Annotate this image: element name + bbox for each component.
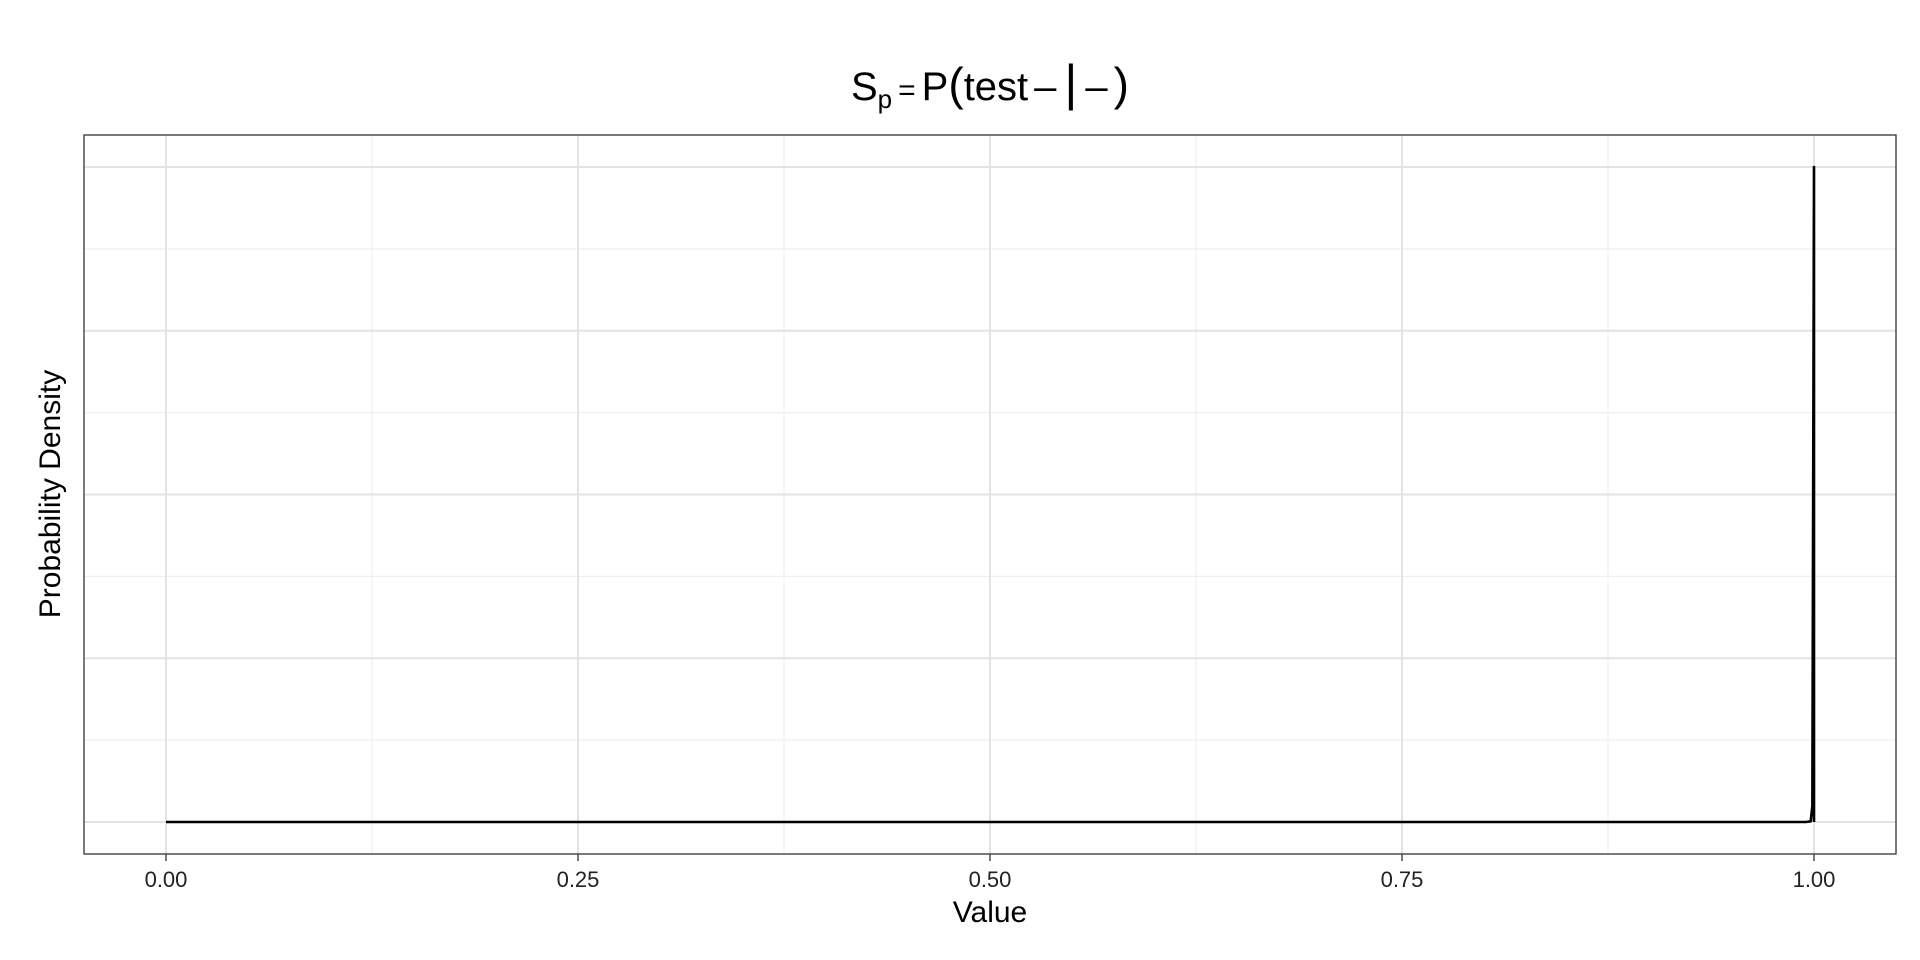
title-event: test [964, 65, 1028, 109]
x-tick-label: 0.25 [557, 867, 600, 892]
chart-title: Sp = P(test – | –) [851, 55, 1129, 114]
density-line [166, 165, 1816, 824]
y-axis-title: Probability Density [34, 370, 67, 618]
title-condition: – [1085, 65, 1108, 109]
title-bar: | [1064, 55, 1077, 111]
major-gridlines [84, 135, 1896, 854]
series-layer [166, 165, 1816, 824]
title-event-sign: – [1034, 65, 1057, 109]
x-axis-ticks: 0.00 0.25 0.50 0.75 1.00 [145, 854, 1836, 892]
x-tick-label: 0.75 [1381, 867, 1424, 892]
title-close-paren: ) [1114, 58, 1129, 110]
x-tick-label: 1.00 [1793, 867, 1836, 892]
title-equals: = [898, 74, 916, 107]
x-tick-label: 0.50 [969, 867, 1012, 892]
title-function: P [922, 65, 949, 109]
x-axis-title: Value [953, 896, 1028, 929]
title-subscript: p [878, 84, 892, 114]
x-tick-label: 0.00 [145, 867, 188, 892]
title-symbol: S [851, 65, 878, 109]
title-open-paren: ( [948, 58, 964, 110]
